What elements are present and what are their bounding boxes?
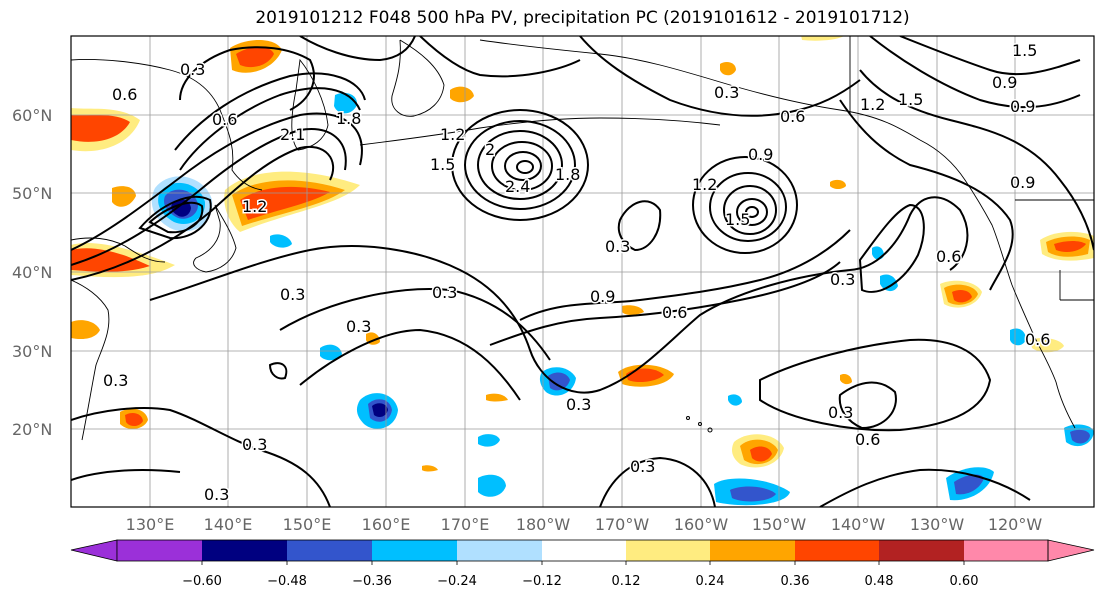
contour-label: 1.5: [430, 155, 455, 174]
map-title: 2019101212 F048 500 hPa PV, precipitatio…: [255, 8, 910, 28]
colorbar-swatch: [457, 540, 542, 561]
colorbar-max-extend: [1047, 539, 1095, 562]
contour-label: 0.3: [605, 237, 630, 256]
contour-label: 0.3: [630, 457, 655, 476]
contour-label: 0.9: [748, 145, 773, 164]
colorbar-tick-label: 0.12: [612, 574, 641, 589]
contour-label: 1.2: [242, 197, 267, 216]
contour-label: 0.3: [566, 395, 591, 414]
lat-label: 40°N: [12, 263, 52, 282]
colorbar-swatch: [202, 540, 287, 561]
lon-label: 180°W: [516, 515, 571, 534]
colorbar-swatch: [372, 540, 457, 561]
contour-label: 1.5: [725, 210, 750, 229]
colorbar-tick-label: −0.60: [182, 574, 222, 589]
precipitation-shading: [71, 36, 1094, 506]
pv-contours: [71, 36, 1094, 507]
colorbar-tick-label: 0.48: [865, 574, 894, 589]
colorbar-swatch: [626, 540, 710, 561]
contour-label: 0.3: [714, 83, 739, 102]
contour-labels: 0.3 0.6 0.6 2.1 1.8 1.2 1.5 2 2.4 1.8 1.…: [102, 40, 1052, 506]
contour-label: 1.5: [1012, 41, 1037, 60]
contour-label: 0.3: [103, 371, 128, 390]
contour-label: 0.3: [346, 317, 371, 336]
contour-label: 0.9: [1010, 173, 1035, 192]
lon-label: 150°E: [283, 515, 332, 534]
lon-label: 160°E: [362, 515, 411, 534]
contour-label: 0.3: [242, 435, 267, 454]
colorbar-tick-label: 0.36: [781, 574, 810, 589]
contour-label: 1.2: [860, 95, 885, 114]
colorbar-swatch: [879, 540, 964, 561]
lon-label: 170°E: [441, 515, 490, 534]
colorbar-tick-label: 0.24: [696, 574, 725, 589]
colorbar-tick-label: −0.24: [437, 574, 477, 589]
lat-label: 60°N: [12, 106, 52, 125]
lat-label: 20°N: [12, 420, 52, 439]
lon-label: 140°E: [204, 515, 253, 534]
colorbar-tick-label: −0.12: [522, 574, 562, 589]
colorbar-swatch: [964, 540, 1048, 561]
colorbar-min-extend: [70, 539, 118, 562]
lon-label: 170°W: [595, 515, 650, 534]
contour-label: 0.6: [936, 247, 961, 266]
contour-label: 0.6: [780, 107, 805, 126]
contour-label: 0.3: [204, 485, 229, 504]
contour-label: 0.3: [432, 283, 457, 302]
colorbar-tick-label: −0.48: [267, 574, 307, 589]
colorbar: −0.60 −0.48 −0.36 −0.24 −0.12 0.12 0.24 …: [70, 539, 1095, 589]
contour-label: 1.2: [692, 175, 717, 194]
lon-label: 140°W: [831, 515, 886, 534]
contour-label: 0.3: [828, 403, 853, 422]
colorbar-swatch: [542, 540, 626, 561]
contour-label: 0.9: [590, 287, 615, 306]
colorbar-swatch: [287, 540, 372, 561]
contour-label: 2: [485, 140, 495, 159]
colorbar-tick-label: 0.60: [950, 574, 979, 589]
contour-label: 0.3: [830, 270, 855, 289]
contour-label: 0.6: [112, 85, 137, 104]
lat-label: 50°N: [12, 184, 52, 203]
contour-label: 1.2: [440, 125, 465, 144]
contour-label: 1.8: [336, 109, 361, 128]
contour-label: 0.9: [1010, 97, 1035, 116]
colorbar-tick-label: −0.36: [352, 574, 392, 589]
contour-label: 0.3: [280, 285, 305, 304]
colorbar-swatch: [117, 540, 202, 561]
map-plot-area: [71, 36, 1094, 507]
lon-label: 130°E: [126, 515, 175, 534]
lon-label: 150°W: [752, 515, 807, 534]
contour-label: 2.4: [505, 177, 530, 196]
colorbar-swatch: [710, 540, 795, 561]
lon-label: 130°W: [910, 515, 965, 534]
contour-label: 1.5: [898, 90, 923, 109]
lon-label: 120°W: [988, 515, 1043, 534]
contour-label: 1.8: [555, 165, 580, 184]
longitude-labels: 130°E 140°E 150°E 160°E 170°E 180°W 170°…: [126, 515, 1043, 534]
lat-label: 30°N: [12, 342, 52, 361]
coastlines: [71, 36, 1094, 441]
contour-label: 0.6: [662, 303, 687, 322]
contour-label: 0.6: [1025, 330, 1050, 349]
lon-label: 160°W: [674, 515, 729, 534]
latitude-labels: 60°N 50°N 40°N 30°N 20°N: [12, 106, 52, 439]
contour-label: 2.1: [280, 125, 305, 144]
contour-label: 0.3: [180, 60, 205, 79]
map-frame: [70, 35, 1095, 508]
colorbar-swatch: [795, 540, 879, 561]
contour-label: 0.6: [855, 430, 880, 449]
contour-label: 0.6: [212, 110, 237, 129]
contour-label: 0.9: [992, 73, 1017, 92]
